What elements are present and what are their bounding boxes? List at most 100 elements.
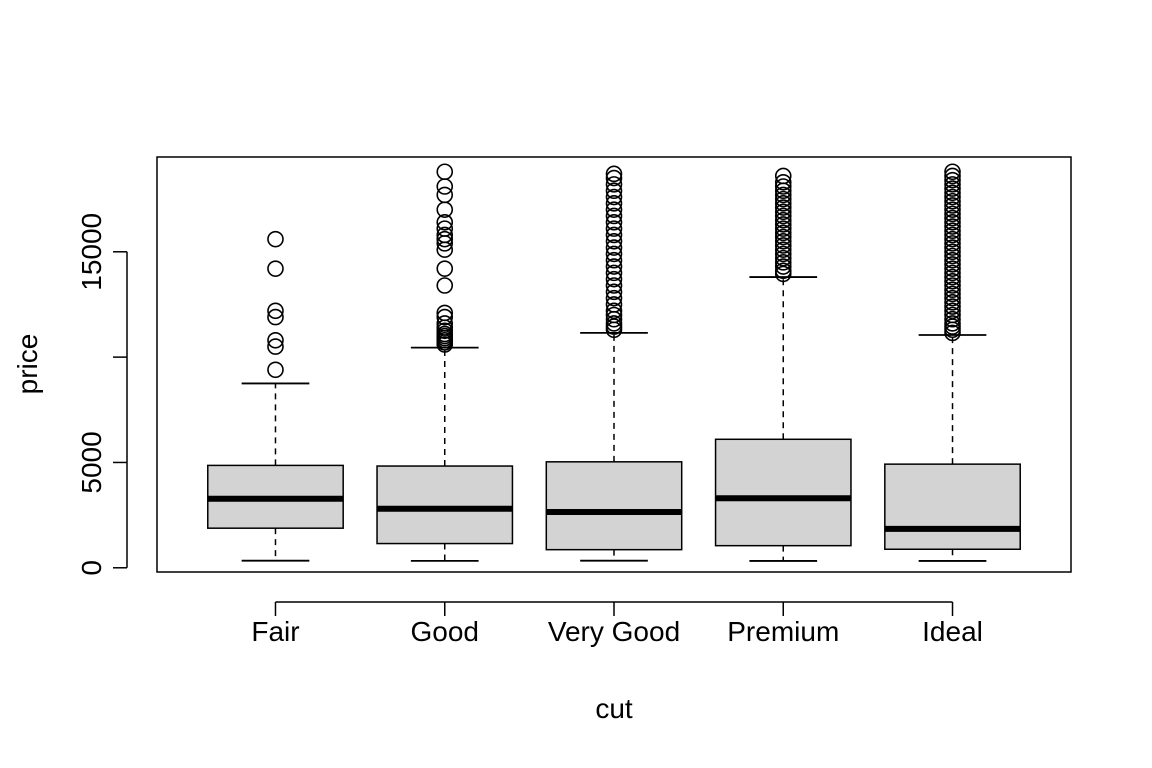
outlier-point: [774, 262, 792, 280]
y-tick-label: 0: [76, 560, 107, 576]
outlier-point: [944, 180, 961, 197]
outlier-point: [944, 163, 961, 181]
outlier-point: [944, 230, 961, 248]
outlier-point: [605, 283, 623, 301]
outlier-point: [267, 331, 284, 349]
outlier-point: [944, 281, 961, 299]
outlier-point: [436, 214, 454, 231]
outlier-point: [944, 272, 961, 290]
outlier-point: [944, 306, 961, 324]
outlier-point: [605, 220, 623, 237]
outlier-point: [944, 310, 961, 328]
outlier-point: [774, 254, 792, 271]
plot-frame: [156, 156, 1072, 573]
outlier-point: [605, 165, 623, 183]
outlier-point: [436, 308, 454, 326]
outlier-point: [605, 201, 623, 218]
x-tick-label: Fair: [251, 616, 299, 647]
box-group: [207, 230, 344, 562]
outlier-point: [267, 338, 284, 355]
outlier-point: [774, 237, 792, 254]
outlier-point: [774, 199, 792, 216]
outlier-point: [436, 186, 454, 204]
outlier-point: [944, 201, 961, 218]
outlier-point: [944, 235, 961, 252]
outlier-point: [774, 258, 792, 275]
outlier-point: [436, 277, 454, 294]
outlier-point: [944, 239, 961, 256]
y-tick-label: 15000: [76, 213, 107, 291]
outlier-point: [774, 241, 792, 258]
outlier-point: [774, 224, 792, 242]
outlier-point: [944, 243, 961, 261]
x-axis: Fair Good Very Good Premium Ideal: [251, 601, 983, 647]
outlier-point: [605, 169, 623, 187]
outlier-point: [944, 167, 961, 185]
outlier-point: [605, 270, 623, 288]
outlier-point: [605, 302, 623, 320]
outlier-point: [944, 247, 961, 265]
outlier-point: [436, 163, 454, 181]
outlier-point: [944, 277, 961, 294]
outlier-point: [436, 226, 454, 244]
outlier-point: [605, 296, 623, 313]
outlier-point: [944, 188, 961, 206]
outlier-point: [436, 220, 454, 237]
outlier-point: [605, 176, 623, 193]
outlier-point: [605, 195, 623, 212]
outlier-point: [605, 245, 623, 263]
outlier-point: [944, 294, 961, 311]
outlier-point: [944, 184, 961, 202]
y-axis-label: price: [12, 334, 43, 395]
outlier-point: [944, 218, 961, 235]
outlier-point: [605, 251, 623, 269]
box: [714, 438, 852, 547]
outlier-point: [944, 209, 961, 227]
boxes: [207, 163, 1021, 562]
outlier-point: [605, 214, 623, 231]
outlier-point: [774, 211, 792, 229]
outlier-point: [774, 190, 792, 208]
x-tick-label: Premium: [727, 616, 839, 647]
outlier-point: [605, 207, 623, 225]
x-axis-label: cut: [595, 693, 633, 724]
box-group: [376, 163, 514, 562]
outlier-point: [774, 195, 792, 212]
outlier-point: [267, 308, 284, 326]
outlier-point: [944, 171, 961, 189]
outlier-point: [944, 289, 961, 307]
outlier-point: [605, 277, 623, 294]
box: [376, 465, 514, 545]
outlier-point: [267, 230, 284, 248]
outlier-point: [436, 230, 454, 248]
outlier-point: [267, 361, 284, 379]
outlier-point: [944, 214, 961, 231]
outlier-point: [774, 232, 792, 250]
outlier-point: [605, 226, 623, 244]
box: [545, 461, 683, 551]
outlier-point: [944, 264, 961, 282]
outlier-point: [774, 249, 792, 267]
outlier-point: [944, 222, 961, 240]
outlier-point: [605, 264, 623, 282]
outlier-point: [774, 245, 792, 263]
outlier-point: [944, 298, 961, 315]
outlier-point: [944, 256, 961, 273]
outlier-point: [944, 197, 961, 214]
outlier-point: [944, 251, 961, 269]
outlier-point: [774, 167, 792, 185]
outlier-point: [944, 302, 961, 320]
outlier-point: [605, 315, 623, 332]
outlier-point: [774, 203, 792, 221]
x-tick-label: Ideal: [922, 616, 983, 647]
outlier-point: [605, 182, 623, 200]
outlier-point: [436, 304, 454, 322]
outlier-point: [774, 216, 792, 233]
outlier-point: [944, 192, 961, 210]
outlier-point: [774, 173, 792, 191]
y-tick-label: 5000: [76, 431, 107, 493]
box: [884, 463, 1021, 550]
outlier-point: [944, 268, 961, 286]
outlier-point: [944, 260, 961, 277]
